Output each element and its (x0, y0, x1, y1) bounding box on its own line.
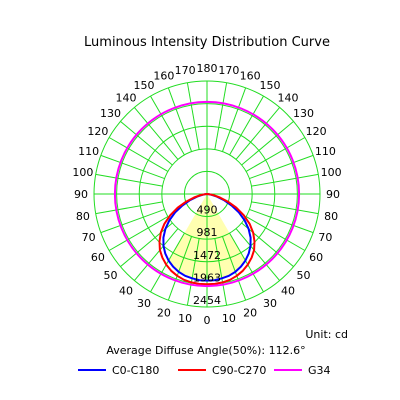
angle-tick-label: 110 (78, 145, 99, 158)
grid-spoke (221, 236, 247, 301)
unit-label: Unit: cd (305, 328, 348, 341)
series-c90-c270-curve (158, 193, 256, 286)
average-diffuse-angle: Average Diffuse Angle(50%): 112.6° (106, 344, 305, 357)
angle-tick-label: 10 (222, 312, 236, 325)
angle-tick-label: 20 (243, 306, 257, 319)
grid-spoke (133, 107, 179, 160)
grid-spoke (214, 238, 228, 306)
angle-tick-label: 170 (175, 64, 196, 77)
grid-spoke (100, 154, 165, 180)
angle-tick-label: 90 (326, 188, 340, 201)
legend: C0-C180 C90-C270 G34 (78, 364, 331, 377)
grid-spoke (229, 95, 264, 156)
grid-spoke (95, 201, 163, 215)
angle-tick-label: 70 (318, 231, 332, 244)
angle-tick-label: 160 (240, 70, 261, 83)
grid-spoke (249, 154, 314, 180)
angle-tick-label: 170 (218, 64, 239, 77)
angle-tick-label: 130 (100, 107, 121, 120)
legend-label: C90-C270 (212, 364, 266, 377)
grid-spoke (167, 236, 193, 301)
angle-tick-label: 40 (281, 285, 295, 298)
angle-tick-label: 100 (321, 166, 342, 179)
polar-grid (93, 80, 321, 308)
grid-spoke (214, 82, 228, 150)
grid-spoke (235, 107, 281, 160)
radial-tick-label: 981 (197, 226, 218, 239)
angle-tick-label: 60 (91, 251, 105, 264)
grid-spoke (221, 87, 247, 152)
angle-tick-label: 50 (104, 269, 118, 282)
radial-tick-label: 1472 (193, 249, 221, 262)
angle-tick-label: 40 (119, 285, 133, 298)
grid-spoke (245, 216, 306, 251)
grid-spoke (120, 120, 173, 166)
angle-tick-label: 90 (74, 188, 88, 201)
legend-label: G34 (308, 364, 331, 377)
series-g34-curve (113, 100, 301, 288)
angle-tick-label: 50 (297, 269, 311, 282)
angle-tick-label: 140 (116, 92, 137, 105)
grid-spoke (245, 137, 306, 172)
angle-tick-label: 140 (278, 92, 299, 105)
angle-tick-label: 80 (324, 210, 338, 223)
angle-tick-label: 30 (137, 297, 151, 310)
angle-tick-label: 150 (134, 79, 155, 92)
angle-tick-label: 60 (309, 251, 323, 264)
grid-spoke (249, 208, 314, 234)
grid-spoke (100, 208, 165, 234)
series-c0-c180-curve (162, 193, 252, 282)
angle-tick-label: 120 (87, 125, 108, 138)
series-layer (113, 100, 301, 288)
grid-spoke (108, 216, 169, 251)
angle-tick-label: 100 (72, 166, 93, 179)
chart-title: Luminous Intensity Distribution Curve (84, 35, 330, 50)
legend-label: C0-C180 (112, 364, 159, 377)
angle-tick-label: 0 (204, 314, 211, 327)
grid-spoke (120, 222, 173, 268)
grid-spoke (133, 228, 179, 281)
radial-tick-labels: 490 981 1472 1963 2454 (193, 204, 221, 307)
grid-spoke (186, 82, 200, 150)
angle-tick-label: 70 (82, 231, 96, 244)
grid-spoke (251, 201, 319, 215)
grid-spoke (186, 238, 200, 306)
grid-spoke (229, 232, 264, 293)
grid-spoke (241, 222, 294, 268)
grid-spoke (150, 232, 185, 293)
angle-tick-label: 20 (157, 306, 171, 319)
angle-tick-label: 10 (178, 312, 192, 325)
radial-tick-label: 2454 (193, 294, 221, 307)
grid-spoke (108, 137, 169, 172)
grid-spoke (167, 87, 193, 152)
angle-tick-label: 30 (263, 297, 277, 310)
grid-spoke (235, 228, 281, 281)
angle-tick-label: 160 (153, 70, 174, 83)
angle-tick-label: 80 (76, 210, 90, 223)
grid-spoke (95, 173, 163, 187)
angle-tick-label: 130 (293, 107, 314, 120)
angle-tick-label: 110 (315, 145, 336, 158)
angle-tick-label: 150 (260, 79, 281, 92)
angle-tick-label: 120 (306, 125, 327, 138)
radial-tick-label: 490 (197, 204, 218, 217)
grid-spoke (241, 120, 294, 166)
radial-tick-label: 1963 (193, 271, 221, 284)
grid-spoke (251, 173, 319, 187)
grid-spoke (150, 95, 185, 156)
angle-tick-label: 180 (197, 62, 218, 75)
